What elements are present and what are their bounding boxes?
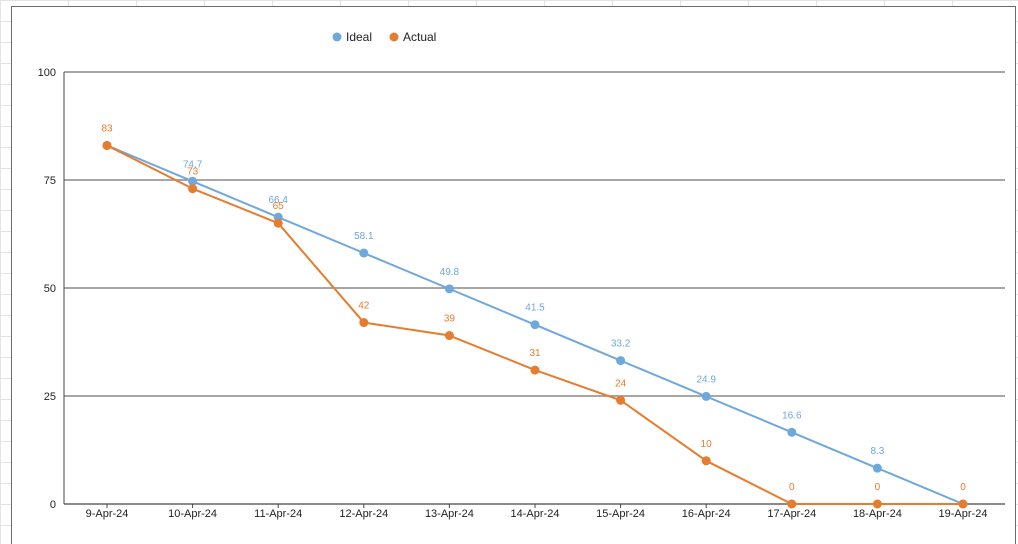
data-point-ideal[interactable]: [445, 284, 454, 293]
x-tick-label: 16-Apr-24: [682, 508, 731, 520]
y-tick-label: 100: [38, 67, 56, 79]
y-tick-label: 75: [44, 175, 56, 187]
x-tick-label: 13-Apr-24: [425, 508, 474, 520]
x-tick-label: 11-Apr-24: [254, 508, 302, 520]
x-tick-label: 14-Apr-24: [511, 508, 560, 520]
data-point-actual[interactable]: [445, 331, 454, 340]
data-point-actual[interactable]: [616, 396, 625, 405]
x-tick-label: 15-Apr-24: [596, 508, 645, 520]
data-label-ideal: 33.2: [611, 339, 631, 350]
data-label-ideal: 49.8: [440, 267, 460, 278]
data-label-actual: 73: [187, 167, 199, 178]
data-point-ideal[interactable]: [531, 320, 540, 329]
data-point-actual[interactable]: [702, 456, 711, 465]
x-tick-label: 17-Apr-24: [767, 508, 816, 520]
y-tick-label: 25: [44, 391, 56, 403]
data-label-actual: 39: [444, 314, 456, 325]
legend-marker-ideal[interactable]: [333, 33, 342, 42]
data-point-ideal[interactable]: [873, 464, 882, 473]
data-label-actual: 24: [615, 378, 627, 389]
data-labels: 74.766.458.149.841.533.224.916.68.383736…: [101, 123, 966, 493]
data-label-actual: 65: [273, 201, 285, 212]
data-point-ideal[interactable]: [787, 428, 796, 437]
data-label-actual: 10: [701, 439, 713, 450]
legend-marker-actual[interactable]: [390, 33, 399, 42]
x-tick-label: 10-Apr-24: [168, 508, 217, 520]
data-label-actual: 0: [875, 482, 881, 493]
data-point-actual[interactable]: [188, 184, 197, 193]
data-point-ideal[interactable]: [359, 249, 368, 258]
x-tick-label: 19-Apr-24: [939, 508, 988, 520]
data-label-actual: 0: [789, 482, 795, 493]
data-point-ideal[interactable]: [702, 392, 711, 401]
data-label-ideal: 24.9: [696, 374, 716, 385]
data-label-actual: 31: [529, 348, 541, 359]
y-tick-label: 50: [44, 283, 56, 295]
data-label-actual: 83: [101, 123, 113, 134]
data-point-actual[interactable]: [873, 500, 882, 509]
data-label-ideal: 8.3: [870, 446, 884, 457]
gridlines: [64, 72, 1005, 504]
legend[interactable]: Ideal Actual: [333, 30, 437, 44]
x-tick-label: 18-Apr-24: [853, 508, 902, 520]
series: [103, 141, 968, 509]
legend-label-ideal[interactable]: Ideal: [346, 30, 372, 44]
data-point-actual[interactable]: [103, 141, 112, 150]
legend-label-actual[interactable]: Actual: [403, 30, 436, 44]
data-label-actual: 0: [960, 482, 966, 493]
data-point-actual[interactable]: [787, 500, 796, 509]
data-point-actual[interactable]: [274, 219, 283, 228]
x-tick-label: 9-Apr-24: [86, 508, 129, 520]
x-tick-label: 12-Apr-24: [339, 508, 388, 520]
data-point-ideal[interactable]: [616, 356, 625, 365]
data-point-actual[interactable]: [359, 318, 368, 327]
data-label-ideal: 41.5: [525, 303, 545, 314]
data-label-ideal: 16.6: [782, 410, 802, 421]
data-point-actual[interactable]: [531, 366, 540, 375]
y-tick-label: 0: [50, 499, 56, 511]
data-label-actual: 42: [358, 301, 370, 312]
data-label-ideal: 58.1: [354, 231, 374, 242]
data-point-actual[interactable]: [959, 500, 968, 509]
